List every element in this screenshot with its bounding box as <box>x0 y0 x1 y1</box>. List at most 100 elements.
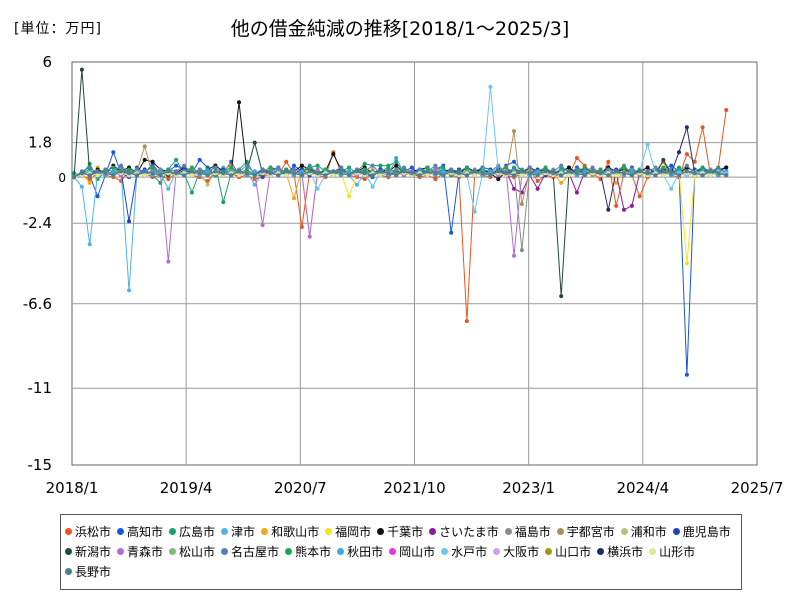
data-point <box>347 165 351 170</box>
data-point <box>700 125 705 130</box>
data-point <box>394 163 399 168</box>
legend-label: 山口市 <box>555 544 592 559</box>
data-point <box>386 165 391 170</box>
data-point <box>244 163 249 168</box>
legend-item: さいたま市 <box>429 521 499 541</box>
data-point <box>174 157 179 162</box>
data-point <box>433 177 438 182</box>
data-point <box>567 173 571 178</box>
data-point <box>292 163 296 168</box>
legend-item: 鹿児島市 <box>672 521 731 541</box>
series-24 <box>72 169 729 180</box>
data-point <box>512 129 516 134</box>
data-point <box>150 159 155 164</box>
legend-item: 横浜市 <box>597 541 643 561</box>
legend-item: 長野市 <box>65 561 111 581</box>
legend-marker <box>65 547 72 555</box>
legend-label: 福岡市 <box>335 524 372 539</box>
data-point <box>606 207 611 212</box>
legend-item: 高知市 <box>117 521 163 541</box>
legend-label: 山形市 <box>659 544 696 559</box>
legend-item: 松山市 <box>169 541 215 561</box>
data-point <box>417 173 422 178</box>
data-point <box>677 173 681 178</box>
data-point <box>700 173 705 178</box>
series-19 <box>72 84 729 214</box>
data-point <box>637 169 642 174</box>
data-point <box>496 177 501 182</box>
data-point <box>527 165 532 170</box>
data-point <box>488 84 493 89</box>
legend-label: 福島市 <box>514 524 551 539</box>
data-point <box>307 234 312 239</box>
data-point <box>724 108 729 112</box>
data-point <box>79 184 84 189</box>
data-point <box>567 169 571 174</box>
y-tick-label: -6.6 <box>23 295 52 313</box>
legend-item: 津市 <box>221 521 255 541</box>
data-point <box>543 169 548 174</box>
data-point <box>111 173 116 178</box>
data-point <box>166 186 171 191</box>
data-point <box>284 169 289 174</box>
data-point <box>127 171 131 176</box>
data-point <box>441 173 446 178</box>
legend-label: 津市 <box>231 524 256 539</box>
legend-item: 岡山市 <box>389 541 435 561</box>
data-point <box>87 242 92 247</box>
data-point <box>119 169 124 174</box>
legend-item: 千葉市 <box>377 521 423 541</box>
data-point <box>315 186 320 191</box>
data-point <box>504 165 509 170</box>
data-point <box>582 169 587 174</box>
data-point <box>229 165 234 170</box>
data-point <box>449 169 454 174</box>
data-point <box>315 163 320 168</box>
data-point <box>567 165 571 170</box>
data-point <box>127 288 131 293</box>
y-tick-label: 1.8 <box>28 134 52 152</box>
legend-marker <box>117 527 125 535</box>
data-point <box>362 177 367 182</box>
data-point <box>370 173 375 178</box>
data-point <box>244 171 249 176</box>
data-point <box>182 173 186 178</box>
data-point <box>629 173 634 178</box>
legend-marker <box>429 527 437 535</box>
x-tick-label: 2021/10 <box>383 479 445 497</box>
data-point <box>464 165 469 170</box>
data-point <box>339 165 344 170</box>
data-point <box>347 173 351 178</box>
series-line <box>73 150 727 375</box>
data-point <box>629 169 634 174</box>
data-point <box>661 173 666 178</box>
data-point <box>519 248 524 253</box>
legend-label: 広島市 <box>179 524 216 539</box>
data-point <box>166 169 171 174</box>
legend-label: 宇都宮市 <box>566 524 615 539</box>
data-point <box>692 159 697 164</box>
y-tick-label: 6 <box>42 53 52 71</box>
legend-item: 和歌山市 <box>261 521 319 541</box>
data-point <box>260 169 265 174</box>
data-point <box>559 294 564 299</box>
legend-marker <box>556 527 564 535</box>
legend-item: 浜松市 <box>65 521 111 541</box>
data-point <box>299 169 304 174</box>
data-point <box>527 171 532 176</box>
data-point <box>559 180 564 185</box>
x-tick-label: 2024/4 <box>616 479 669 497</box>
data-point <box>425 165 430 170</box>
data-point <box>543 165 548 170</box>
data-point <box>299 173 304 178</box>
data-point <box>677 150 681 155</box>
data-point <box>535 169 540 174</box>
data-point <box>111 165 116 170</box>
series-line <box>73 166 727 291</box>
legend-label: 青森市 <box>127 544 164 559</box>
data-point <box>189 190 194 195</box>
legend-label: 新潟市 <box>75 544 112 559</box>
legend-label: 浜松市 <box>75 524 112 539</box>
legend-marker <box>169 547 177 555</box>
data-point <box>708 169 713 174</box>
